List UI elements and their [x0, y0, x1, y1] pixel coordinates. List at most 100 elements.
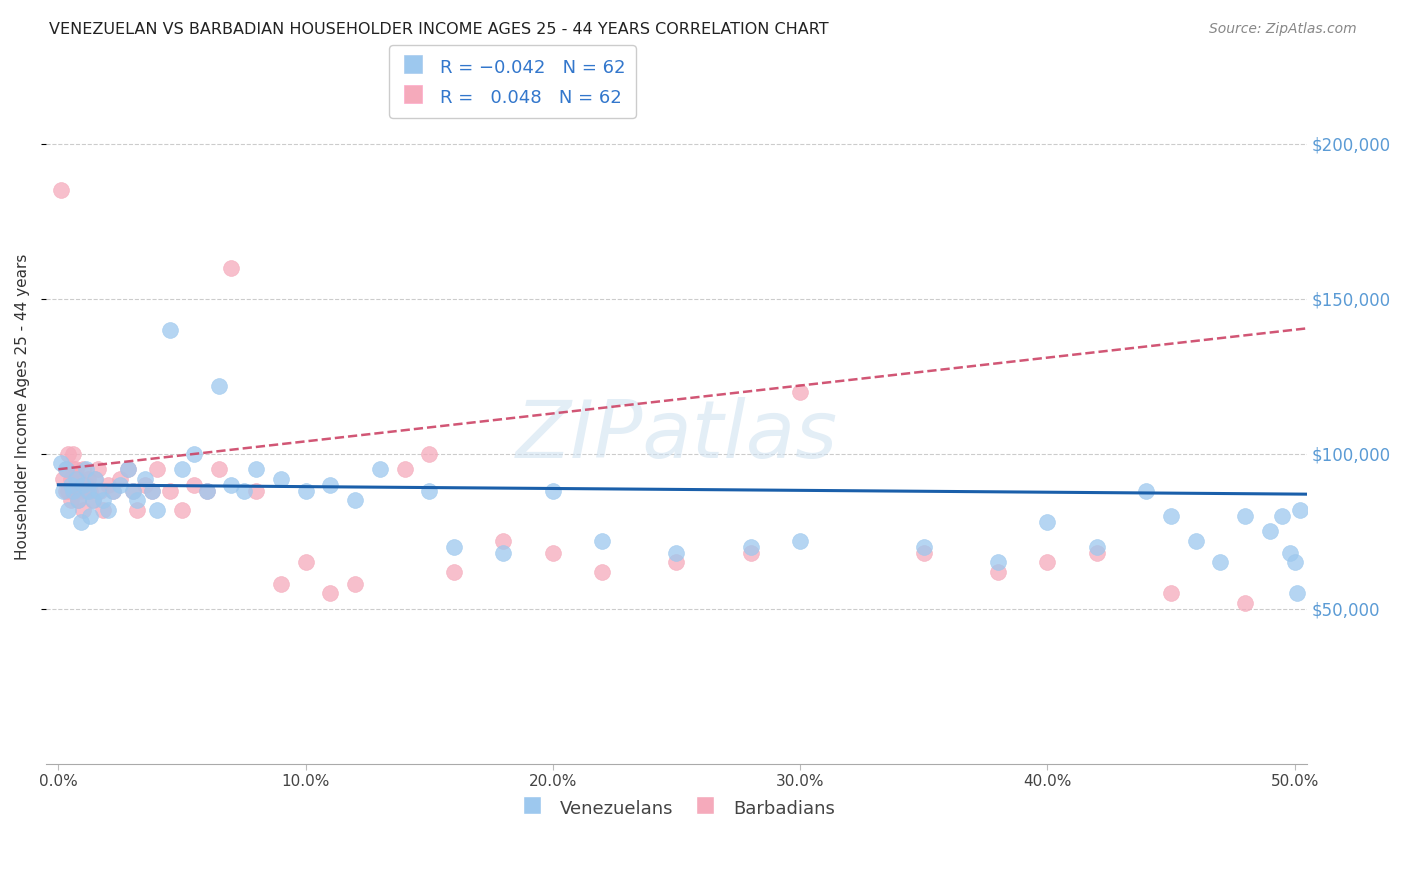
Point	[87, 462, 110, 476]
Point	[97, 502, 120, 516]
Point	[134, 477, 156, 491]
Point	[72, 462, 94, 476]
Point	[141, 483, 163, 498]
Point	[245, 462, 267, 476]
Point	[443, 565, 465, 579]
Point	[91, 502, 114, 516]
Point	[134, 472, 156, 486]
Point	[1160, 508, 1182, 523]
Point	[591, 533, 613, 548]
Point	[492, 533, 515, 548]
Point	[319, 477, 342, 491]
Y-axis label: Householder Income Ages 25 - 44 years: Householder Income Ages 25 - 44 years	[15, 254, 30, 560]
Point	[121, 483, 143, 498]
Point	[89, 483, 111, 498]
Point	[59, 493, 82, 508]
Point	[492, 546, 515, 560]
Point	[67, 472, 90, 486]
Point	[1135, 483, 1157, 498]
Point	[62, 483, 84, 498]
Point	[84, 472, 107, 486]
Point	[1234, 508, 1257, 523]
Point	[72, 477, 94, 491]
Point	[418, 483, 440, 498]
Point	[72, 502, 94, 516]
Point	[55, 483, 77, 498]
Point	[69, 483, 91, 498]
Point	[294, 555, 316, 569]
Point	[1160, 586, 1182, 600]
Point	[77, 483, 100, 498]
Point	[55, 462, 77, 476]
Point	[912, 540, 935, 554]
Point	[62, 462, 84, 476]
Point	[117, 462, 139, 476]
Point	[79, 483, 101, 498]
Point	[394, 462, 416, 476]
Point	[368, 462, 391, 476]
Point	[1284, 555, 1306, 569]
Point	[101, 483, 124, 498]
Point	[319, 586, 342, 600]
Point	[1036, 555, 1059, 569]
Point	[69, 515, 91, 529]
Point	[1258, 524, 1281, 539]
Point	[59, 477, 82, 491]
Point	[344, 577, 367, 591]
Point	[65, 472, 87, 486]
Point	[195, 483, 218, 498]
Point	[49, 456, 72, 470]
Point	[121, 483, 143, 498]
Point	[58, 447, 80, 461]
Point	[67, 493, 90, 508]
Point	[75, 477, 97, 491]
Point	[1234, 596, 1257, 610]
Point	[117, 462, 139, 476]
Legend: Venezuelans, Barbadians: Venezuelans, Barbadians	[510, 789, 842, 826]
Point	[87, 483, 110, 498]
Point	[91, 493, 114, 508]
Text: ZIPatlas: ZIPatlas	[516, 397, 838, 475]
Text: Source: ZipAtlas.com: Source: ZipAtlas.com	[1209, 22, 1357, 37]
Point	[62, 447, 84, 461]
Point	[665, 555, 688, 569]
Point	[65, 462, 87, 476]
Point	[159, 323, 181, 337]
Point	[1271, 508, 1294, 523]
Point	[183, 477, 205, 491]
Point	[108, 472, 131, 486]
Point	[270, 577, 292, 591]
Point	[170, 502, 193, 516]
Point	[52, 483, 75, 498]
Text: VENEZUELAN VS BARBADIAN HOUSEHOLDER INCOME AGES 25 - 44 YEARS CORRELATION CHART: VENEZUELAN VS BARBADIAN HOUSEHOLDER INCO…	[49, 22, 828, 37]
Point	[146, 462, 169, 476]
Point	[221, 477, 243, 491]
Point	[141, 483, 163, 498]
Point	[75, 483, 97, 498]
Point	[1278, 546, 1301, 560]
Point	[170, 462, 193, 476]
Point	[75, 462, 97, 476]
Point	[52, 472, 75, 486]
Point	[987, 565, 1010, 579]
Point	[55, 462, 77, 476]
Point	[294, 483, 316, 498]
Point	[541, 483, 564, 498]
Point	[127, 502, 149, 516]
Point	[270, 472, 292, 486]
Point	[245, 483, 267, 498]
Point	[146, 502, 169, 516]
Point	[1085, 546, 1108, 560]
Point	[159, 483, 181, 498]
Point	[443, 540, 465, 554]
Point	[1286, 586, 1309, 600]
Point	[789, 384, 811, 399]
Point	[232, 483, 254, 498]
Point	[987, 555, 1010, 569]
Point	[344, 493, 367, 508]
Point	[912, 546, 935, 560]
Point	[789, 533, 811, 548]
Point	[195, 483, 218, 498]
Point	[97, 477, 120, 491]
Point	[740, 540, 762, 554]
